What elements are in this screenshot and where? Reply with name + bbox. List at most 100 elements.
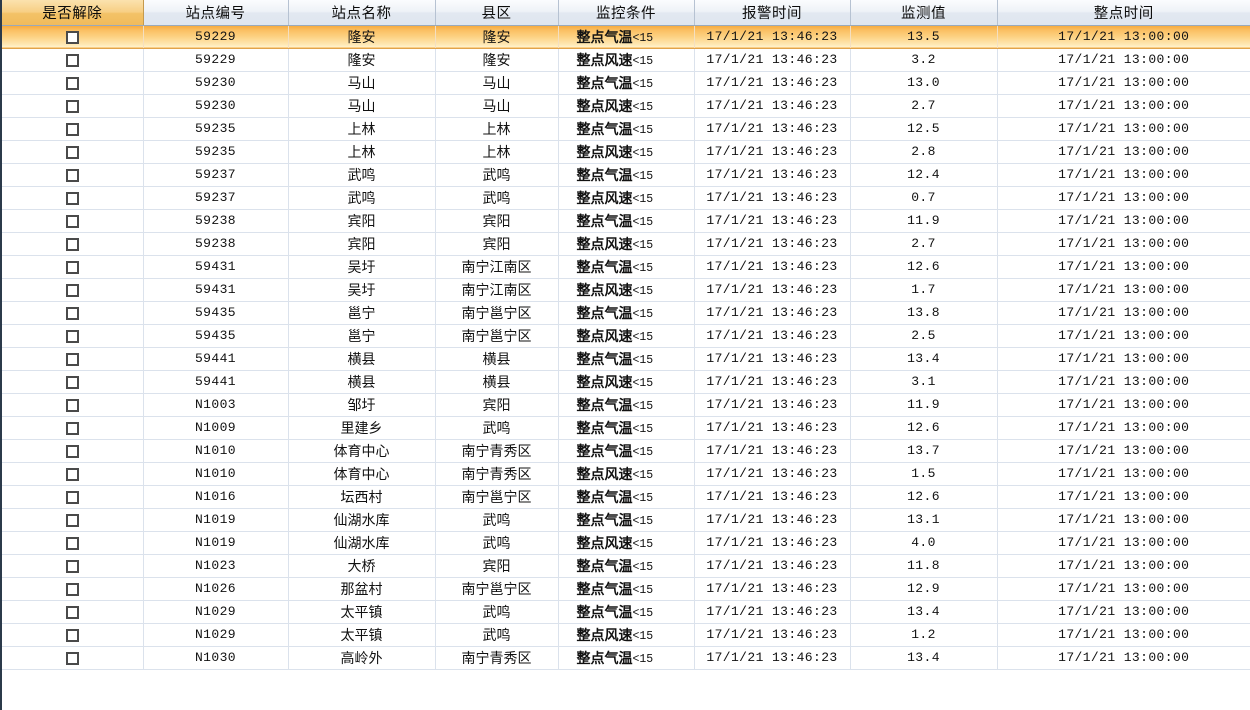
- checkbox-unchecked-icon[interactable]: [65, 560, 79, 574]
- table-row[interactable]: N1010 体育中心 南宁青秀区 整点气温<15 17/1/21 13:46:23 13.…: [2, 439, 1250, 463]
- cell-hour-time: 17/1/21 13:00:00: [997, 232, 1250, 256]
- release-checkbox-cell[interactable]: [2, 508, 144, 532]
- column-header-station-id[interactable]: 站点编号: [143, 0, 289, 26]
- table-row[interactable]: 59235 上林 上林 整点风速<15 17/1/21 13:46:23 2.8 17/1/…: [2, 140, 1250, 164]
- table-row[interactable]: N1019 仙湖水库 武鸣 整点风速<15 17/1/21 13:46:23 4.0 17/…: [2, 531, 1250, 555]
- checkbox-unchecked-icon[interactable]: [65, 77, 79, 91]
- table-row[interactable]: 59435 邕宁 南宁邕宁区 整点气温<15 17/1/21 13:46:23 13.8 1…: [2, 301, 1250, 325]
- checkbox-unchecked-icon[interactable]: [65, 445, 79, 459]
- release-checkbox-cell[interactable]: [2, 393, 144, 417]
- column-header-station[interactable]: 站点名称: [288, 0, 436, 26]
- checkbox-unchecked-icon[interactable]: [65, 100, 79, 114]
- table-row[interactable]: 59238 宾阳 宾阳 整点风速<15 17/1/21 13:46:23 2.7 17/1/…: [2, 232, 1250, 256]
- checkbox-unchecked-icon[interactable]: [65, 307, 79, 321]
- cell-hour-time: 17/1/21 13:00:00: [997, 278, 1250, 302]
- table-row[interactable]: N1019 仙湖水库 武鸣 整点气温<15 17/1/21 13:46:23 13.1 17…: [2, 508, 1250, 532]
- table-row[interactable]: 59431 吴圩 南宁江南区 整点气温<15 17/1/21 13:46:23 12.6 1…: [2, 255, 1250, 279]
- checkbox-unchecked-icon[interactable]: [65, 583, 79, 597]
- cell-value: 13.4: [850, 600, 998, 624]
- release-checkbox-cell[interactable]: [2, 462, 144, 486]
- checkbox-unchecked-icon[interactable]: [65, 376, 79, 390]
- column-header-value[interactable]: 监测值: [850, 0, 998, 26]
- table-row[interactable]: N1029 太平镇 武鸣 整点风速<15 17/1/21 13:46:23 1.2 17/1…: [2, 623, 1250, 647]
- column-header-condition[interactable]: 监控条件: [558, 0, 695, 26]
- table-row[interactable]: N1016 坛西村 南宁邕宁区 整点气温<15 17/1/21 13:46:23 12.6…: [2, 485, 1250, 509]
- table-row[interactable]: N1023 大桥 宾阳 整点气温<15 17/1/21 13:46:23 11.8 17/1…: [2, 554, 1250, 578]
- release-checkbox-cell[interactable]: [2, 577, 144, 601]
- column-header-county[interactable]: 县区: [435, 0, 559, 26]
- cell-hour-time: 17/1/21 13:00:00: [997, 324, 1250, 348]
- release-checkbox-cell[interactable]: [2, 25, 144, 49]
- table-row[interactable]: N1003 邹圩 宾阳 整点气温<15 17/1/21 13:46:23 11.9 17/1…: [2, 393, 1250, 417]
- checkbox-unchecked-icon[interactable]: [65, 54, 79, 68]
- table-row[interactable]: N1029 太平镇 武鸣 整点气温<15 17/1/21 13:46:23 13.4 17/…: [2, 600, 1250, 624]
- release-checkbox-cell[interactable]: [2, 531, 144, 555]
- column-header-hour-time[interactable]: 整点时间: [997, 0, 1250, 26]
- table-row[interactable]: 59431 吴圩 南宁江南区 整点风速<15 17/1/21 13:46:23 1.7 17…: [2, 278, 1250, 302]
- table-row[interactable]: 59435 邕宁 南宁邕宁区 整点风速<15 17/1/21 13:46:23 2.5 17…: [2, 324, 1250, 348]
- release-checkbox-cell[interactable]: [2, 232, 144, 256]
- release-checkbox-cell[interactable]: [2, 439, 144, 463]
- release-checkbox-cell[interactable]: [2, 554, 144, 578]
- table-row[interactable]: N1026 那盆村 南宁邕宁区 整点气温<15 17/1/21 13:46:23 12.9…: [2, 577, 1250, 601]
- column-header-release[interactable]: 是否解除: [2, 0, 144, 26]
- release-checkbox-cell[interactable]: [2, 600, 144, 624]
- checkbox-unchecked-icon[interactable]: [65, 261, 79, 275]
- checkbox-unchecked-icon[interactable]: [65, 652, 79, 666]
- release-checkbox-cell[interactable]: [2, 209, 144, 233]
- table-row[interactable]: 59235 上林 上林 整点气温<15 17/1/21 13:46:23 12.5 17/1…: [2, 117, 1250, 141]
- cell-station-id: N1010: [143, 439, 289, 463]
- checkbox-unchecked-icon[interactable]: [65, 468, 79, 482]
- release-checkbox-cell[interactable]: [2, 94, 144, 118]
- table-row[interactable]: 59441 横县 横县 整点风速<15 17/1/21 13:46:23 3.1 17/1/…: [2, 370, 1250, 394]
- release-checkbox-cell[interactable]: [2, 186, 144, 210]
- checkbox-unchecked-icon[interactable]: [65, 192, 79, 206]
- release-checkbox-cell[interactable]: [2, 117, 144, 141]
- checkbox-unchecked-icon[interactable]: [65, 123, 79, 137]
- checkbox-unchecked-icon[interactable]: [65, 491, 79, 505]
- table-row[interactable]: 59230 马山 马山 整点气温<15 17/1/21 13:46:23 13.0 17/1…: [2, 71, 1250, 95]
- release-checkbox-cell[interactable]: [2, 71, 144, 95]
- table-row[interactable]: 59237 武鸣 武鸣 整点气温<15 17/1/21 13:46:23 12.4 17/1…: [2, 163, 1250, 187]
- release-checkbox-cell[interactable]: [2, 347, 144, 371]
- checkbox-unchecked-icon[interactable]: [65, 146, 79, 160]
- checkbox-unchecked-icon[interactable]: [65, 537, 79, 551]
- checkbox-unchecked-icon[interactable]: [65, 169, 79, 183]
- table-row[interactable]: N1010 体育中心 南宁青秀区 整点风速<15 17/1/21 13:46:23 1.5…: [2, 462, 1250, 486]
- release-checkbox-cell[interactable]: [2, 485, 144, 509]
- checkbox-unchecked-icon[interactable]: [65, 422, 79, 436]
- release-checkbox-cell[interactable]: [2, 163, 144, 187]
- release-checkbox-cell[interactable]: [2, 301, 144, 325]
- release-checkbox-cell[interactable]: [2, 416, 144, 440]
- checkbox-unchecked-icon[interactable]: [65, 353, 79, 367]
- cell-condition: 整点气温<15: [558, 255, 695, 279]
- table-row[interactable]: N1030 高岭外 南宁青秀区 整点气温<15 17/1/21 13:46:23 13.4…: [2, 646, 1250, 670]
- table-row[interactable]: 59229 隆安 隆安 整点风速<15 17/1/21 13:46:23 3.2 17/1/…: [2, 48, 1250, 72]
- table-row[interactable]: 59441 横县 横县 整点气温<15 17/1/21 13:46:23 13.4 17/1…: [2, 347, 1250, 371]
- checkbox-unchecked-icon[interactable]: [65, 215, 79, 229]
- release-checkbox-cell[interactable]: [2, 646, 144, 670]
- checkbox-unchecked-icon[interactable]: [65, 31, 79, 45]
- checkbox-unchecked-icon[interactable]: [65, 238, 79, 252]
- table-row[interactable]: 59238 宾阳 宾阳 整点气温<15 17/1/21 13:46:23 11.9 17/1…: [2, 209, 1250, 233]
- release-checkbox-cell[interactable]: [2, 623, 144, 647]
- release-checkbox-cell[interactable]: [2, 324, 144, 348]
- checkbox-unchecked-icon[interactable]: [65, 330, 79, 344]
- release-checkbox-cell[interactable]: [2, 278, 144, 302]
- checkbox-unchecked-icon[interactable]: [65, 629, 79, 643]
- release-checkbox-cell[interactable]: [2, 48, 144, 72]
- column-header-alarm-time[interactable]: 报警时间: [694, 0, 851, 26]
- checkbox-unchecked-icon[interactable]: [65, 606, 79, 620]
- checkbox-unchecked-icon[interactable]: [65, 399, 79, 413]
- table-row[interactable]: N1009 里建乡 武鸣 整点气温<15 17/1/21 13:46:23 12.6 17/…: [2, 416, 1250, 440]
- cell-station: 体育中心: [288, 462, 436, 486]
- table-row[interactable]: 59229 隆安 隆安 整点气温<15 17/1/21 13:46:23 13.5 17/1…: [2, 25, 1250, 49]
- release-checkbox-cell[interactable]: [2, 370, 144, 394]
- checkbox-unchecked-icon[interactable]: [65, 284, 79, 298]
- checkbox-unchecked-icon[interactable]: [65, 514, 79, 528]
- table-row[interactable]: 59230 马山 马山 整点风速<15 17/1/21 13:46:23 2.7 17/1/…: [2, 94, 1250, 118]
- table-row[interactable]: 59237 武鸣 武鸣 整点风速<15 17/1/21 13:46:23 0.7 17/1/…: [2, 186, 1250, 210]
- release-checkbox-cell[interactable]: [2, 255, 144, 279]
- release-checkbox-cell[interactable]: [2, 140, 144, 164]
